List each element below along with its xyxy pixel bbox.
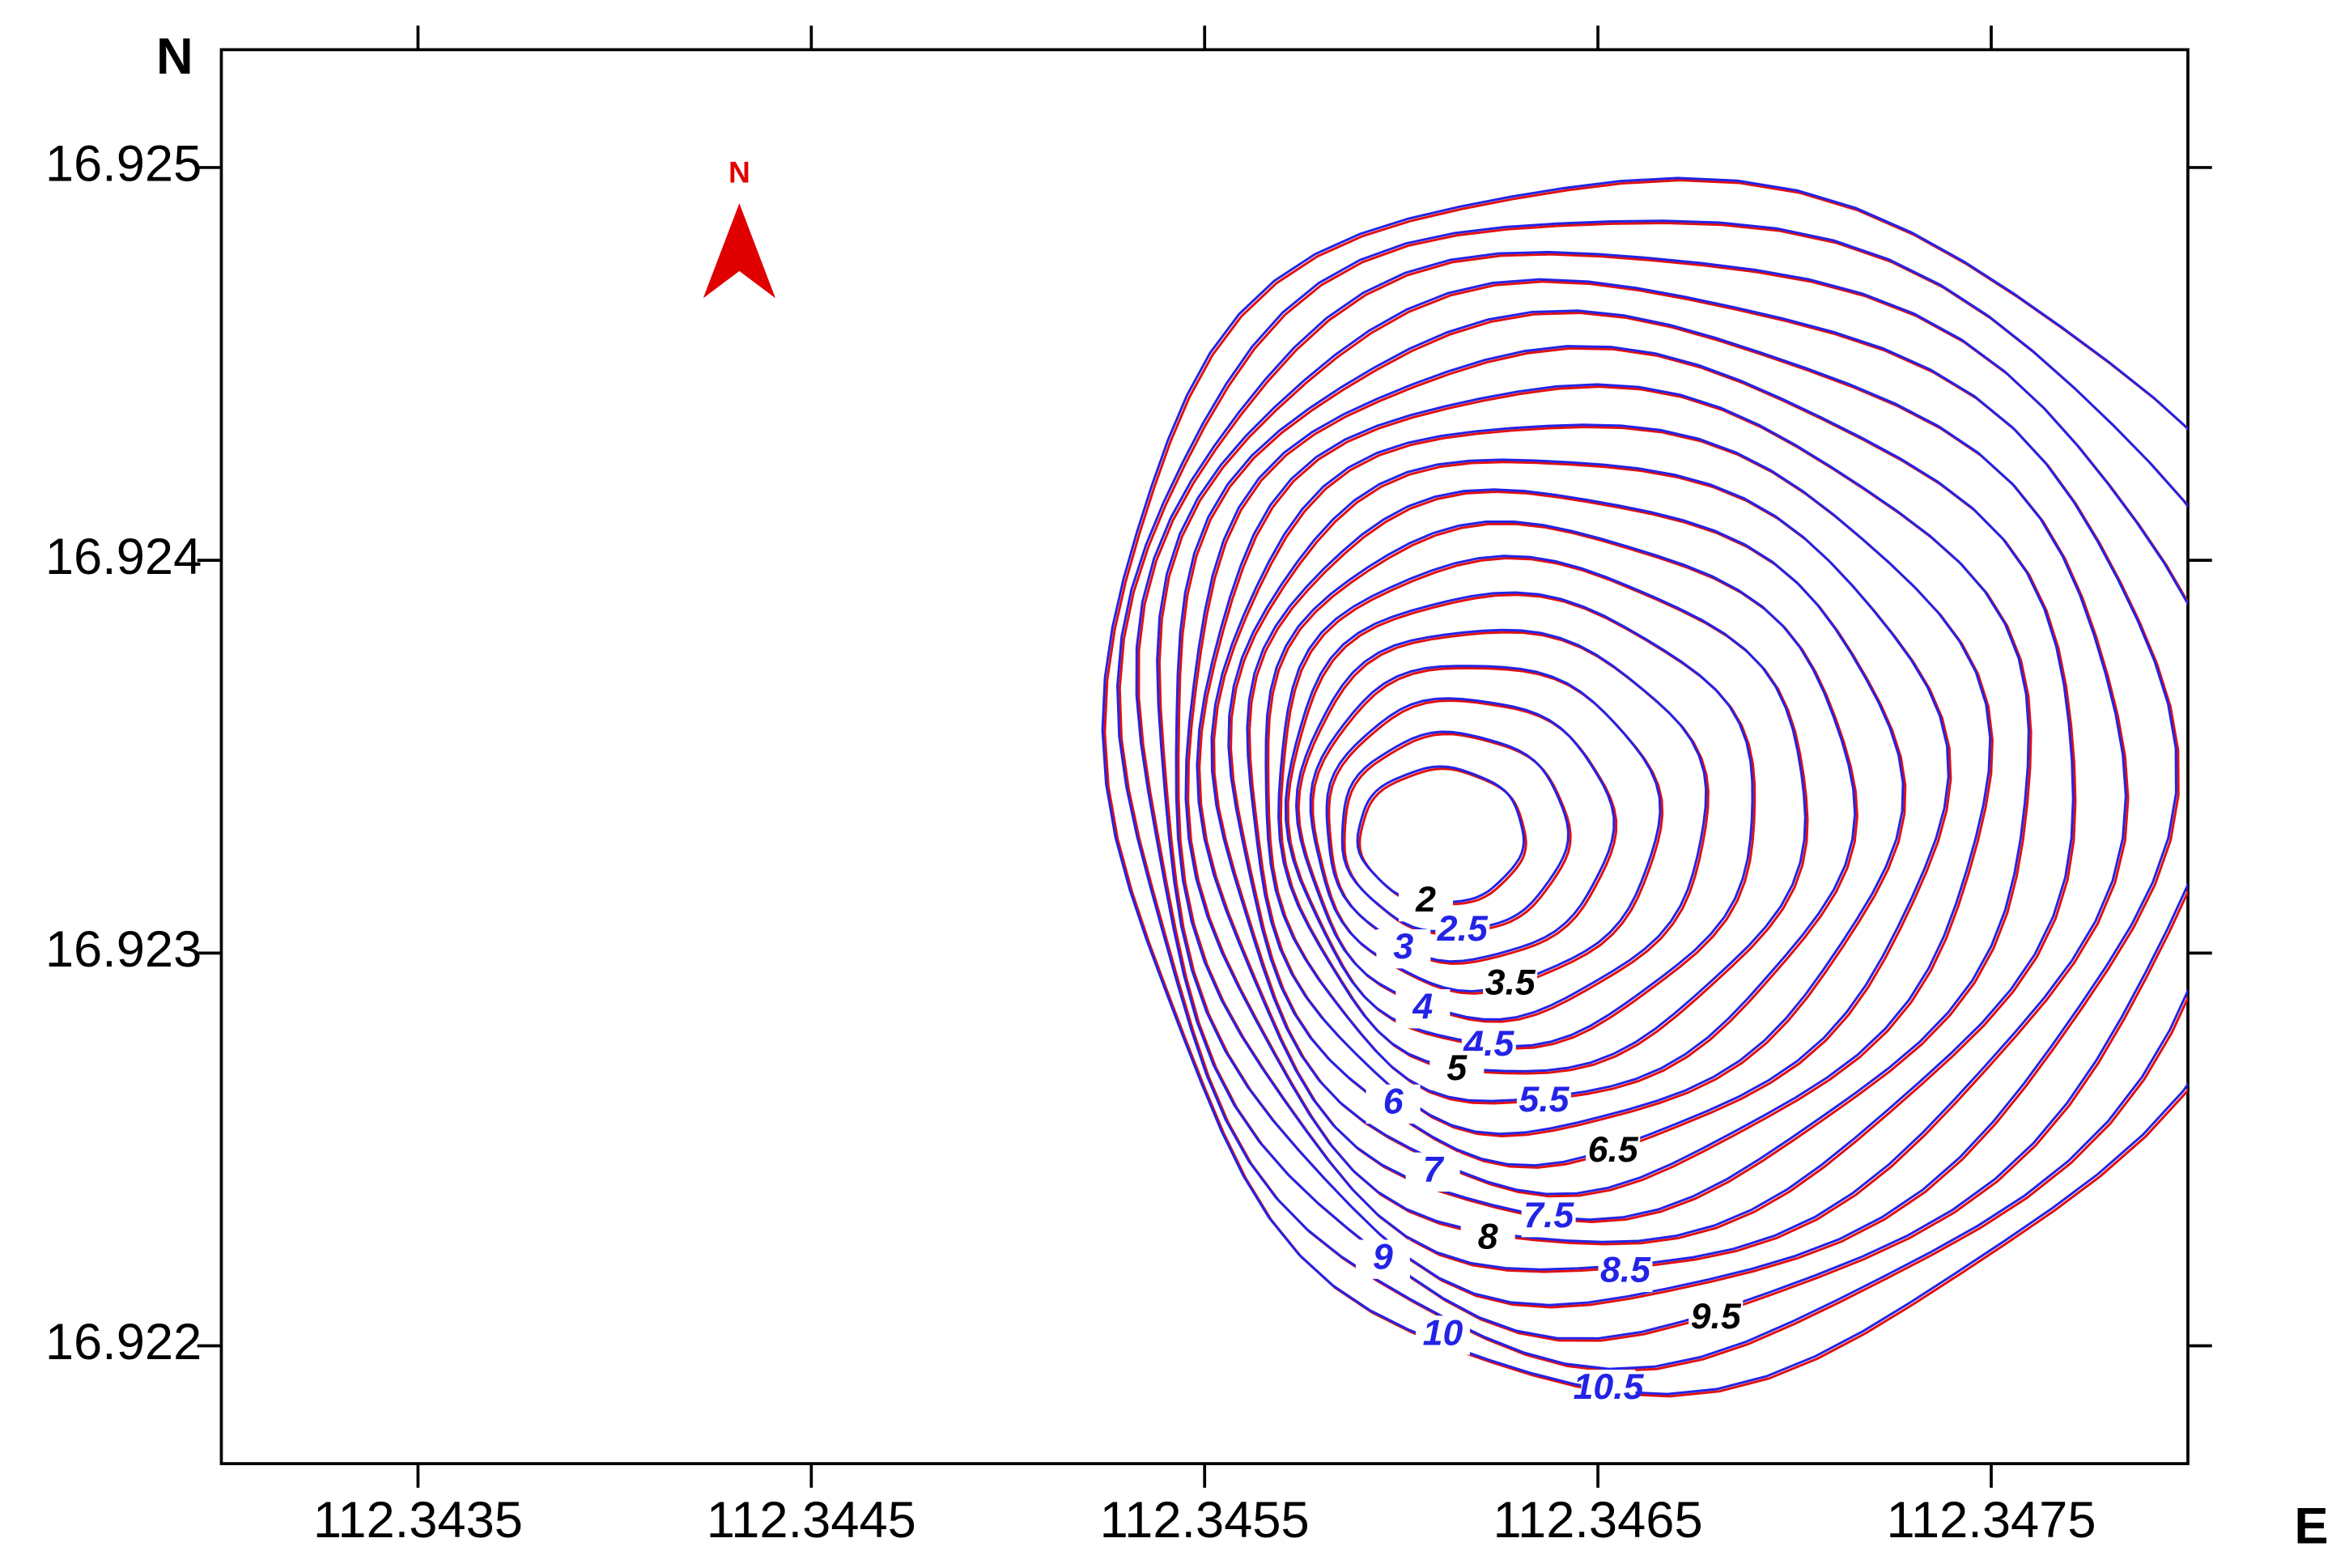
contour-label: 10	[1423, 1313, 1463, 1353]
north-arrow-label: N	[728, 155, 750, 189]
contour-label: 9	[1373, 1237, 1393, 1277]
contour-label: 5	[1446, 1048, 1468, 1088]
contour-label: 8	[1478, 1217, 1498, 1257]
contour-line	[1116, 219, 2188, 1370]
contour-line	[1277, 555, 1807, 1073]
contour-label-bg	[1376, 928, 1431, 969]
contour-label-bg	[1415, 1315, 1470, 1355]
contour-label: 7.5	[1523, 1196, 1574, 1235]
contour-label-bg	[1688, 1299, 1744, 1339]
contour-line	[1325, 697, 1616, 963]
contour-label-bg	[1598, 1252, 1653, 1293]
contour-label-bg	[1435, 911, 1490, 951]
contour-label-bg	[1429, 1051, 1485, 1090]
y-tick-label: 16.923	[45, 921, 202, 978]
contour-line	[1196, 383, 2030, 1222]
contour-label: 3	[1393, 927, 1413, 967]
contour-label-bg	[1581, 1370, 1636, 1409]
contour-line	[1174, 309, 2127, 1271]
north-arrow-shape	[703, 203, 776, 299]
contour-label-bg	[1483, 965, 1538, 1005]
contour-label: 9.5	[1691, 1297, 1742, 1336]
y-tick-label: 16.925	[45, 136, 202, 193]
contour-line	[1264, 521, 1857, 1103]
contour-line	[1309, 665, 1662, 993]
contours	[1101, 176, 2188, 1398]
contour-line	[1340, 730, 1570, 933]
contour-label-bg	[1516, 1081, 1571, 1122]
contour-label: 4	[1412, 987, 1433, 1026]
contour-label: 3.5	[1485, 962, 1536, 1002]
x-tick-label: 112.3475	[1886, 1492, 2096, 1549]
contour-label-bg	[1586, 1132, 1641, 1172]
contour-label-bg	[1521, 1197, 1576, 1238]
contour-label-bg	[1395, 989, 1451, 1029]
contour-line	[1246, 488, 1905, 1136]
contour-label: 2.5	[1437, 909, 1489, 949]
contour-line	[1356, 765, 1526, 903]
y-axis-label: N	[156, 28, 193, 85]
contour-line	[1284, 591, 1754, 1047]
y-tick-label: 16.922	[45, 1314, 202, 1370]
contour-line	[1184, 345, 2075, 1243]
contour-label: 8.5	[1600, 1251, 1651, 1290]
contour-label: 10.5	[1574, 1367, 1645, 1407]
contour-label: 7	[1423, 1150, 1445, 1190]
contour-label: 5.5	[1519, 1080, 1570, 1120]
x-axis-label: E	[2294, 1498, 2328, 1555]
contour-label-bg	[1405, 1152, 1460, 1192]
contour-line	[1135, 250, 2188, 1340]
contour-label-bg	[1355, 1239, 1410, 1279]
contour-line	[1227, 458, 1950, 1167]
y-tick-label: 16.924	[45, 529, 202, 585]
contour-label: 6.5	[1588, 1130, 1639, 1170]
x-tick-label: 112.3435	[313, 1492, 523, 1549]
x-tick-label: 112.3465	[1493, 1492, 1703, 1549]
contour-line	[1210, 423, 1992, 1196]
contour-line	[1101, 176, 2188, 1396]
x-tick-label: 112.3455	[1100, 1492, 1310, 1549]
contour-line	[1295, 628, 1708, 1021]
contour-label-bg	[1366, 1084, 1421, 1124]
x-tick-label: 112.3445	[707, 1492, 916, 1549]
contour-label: 6	[1383, 1082, 1404, 1122]
north-arrow: N	[703, 155, 776, 299]
contour-shadow	[1267, 522, 1858, 1105]
contour-label: 2	[1415, 880, 1436, 920]
contour-line	[1156, 278, 2177, 1307]
contour-label-bg	[1460, 1219, 1515, 1259]
